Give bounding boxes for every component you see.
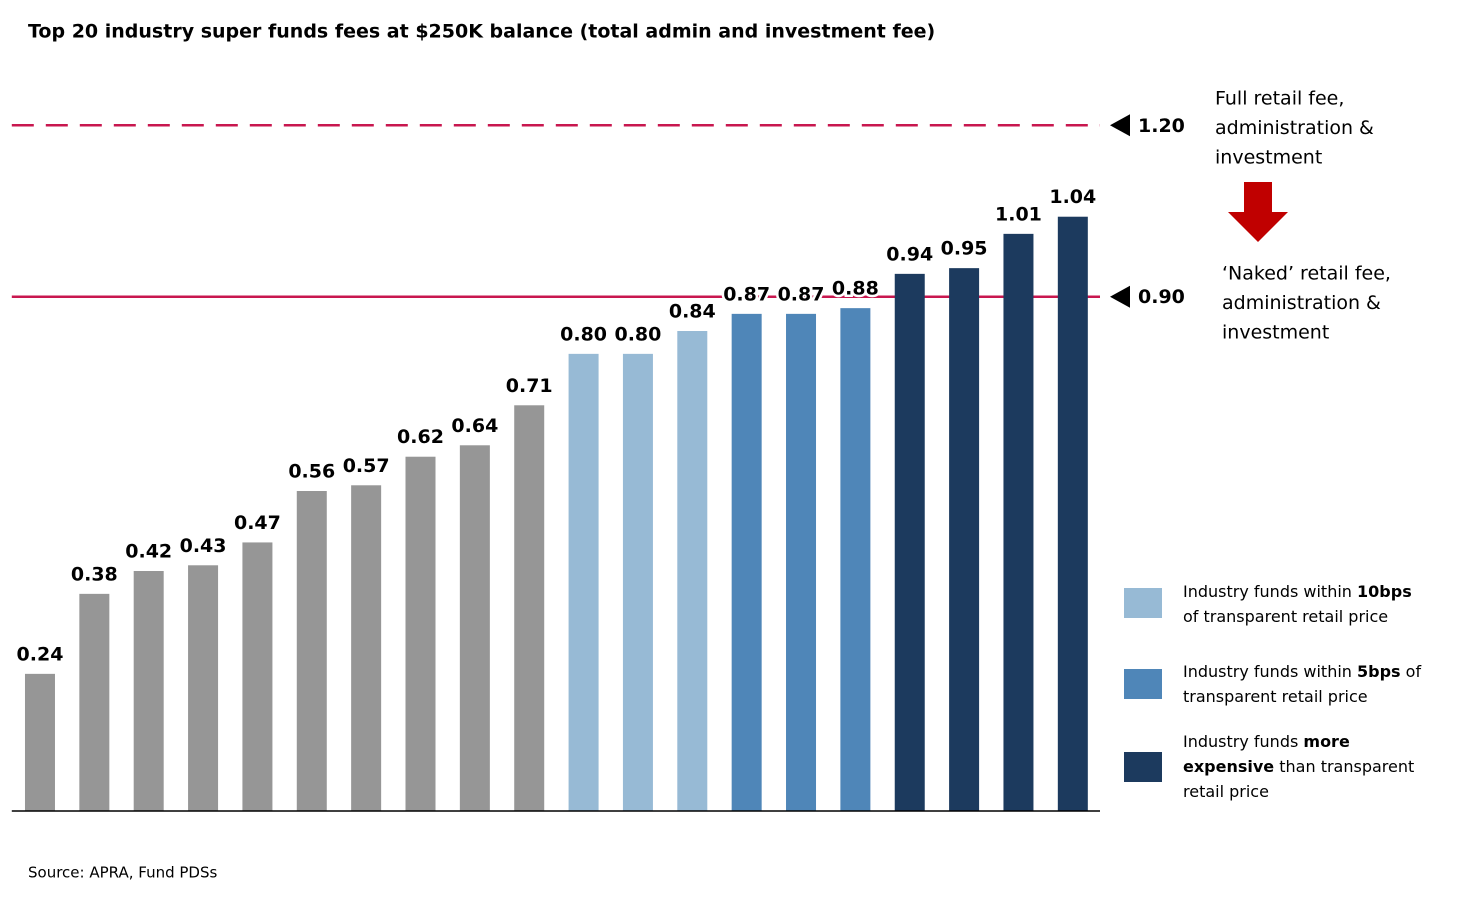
bar: [459, 445, 490, 811]
legend-text: of transparent retail price: [1183, 607, 1388, 626]
bar: [677, 331, 708, 811]
legend-text: of: [1401, 662, 1422, 681]
legend-swatch: [1124, 588, 1162, 618]
bar: [79, 593, 110, 811]
value-label: 0.87: [778, 283, 825, 305]
bar: [1003, 233, 1034, 811]
value-label: 1.01: [995, 203, 1042, 225]
bar: [1057, 216, 1088, 811]
legend-swatch: [1124, 752, 1162, 782]
legend-label: transparent retail price: [1183, 687, 1368, 706]
legend-label: Industry funds within 5bps of: [1183, 662, 1421, 681]
value-label: 0.43: [180, 535, 227, 557]
legend-text: 5bps: [1357, 662, 1401, 681]
legend-text: Industry funds: [1183, 732, 1303, 751]
value-label: 0.71: [506, 375, 553, 397]
legend-text: Industry funds within: [1183, 582, 1357, 601]
bar: [514, 405, 545, 811]
value-label: 0.94: [886, 243, 933, 265]
legend-text: transparent retail price: [1183, 687, 1368, 706]
value-label: 0.80: [614, 323, 661, 345]
value-label: 0.42: [125, 541, 172, 563]
value-label: 0.62: [397, 426, 444, 448]
legend-swatch: [1124, 669, 1162, 699]
legend-text: retail price: [1183, 782, 1269, 801]
legend-label: Industry funds within 10bps: [1183, 582, 1412, 601]
annotation: ‘Naked’ retail fee,: [1222, 263, 1391, 285]
legend-label: expensive than transparent: [1183, 757, 1414, 776]
bar: [622, 353, 653, 811]
bar: [840, 308, 871, 811]
value-label: 0.87: [723, 283, 770, 305]
bar: [133, 571, 164, 811]
bar: [894, 273, 925, 811]
chart-title: Top 20 industry super funds fees at $250…: [28, 21, 935, 43]
reference-marker: [1110, 285, 1130, 308]
value-label: 0.80: [560, 323, 607, 345]
value-label: 0.47: [234, 512, 281, 534]
value-label: 0.84: [669, 301, 716, 323]
legend-text: than transparent: [1274, 757, 1414, 776]
bar: [24, 673, 55, 811]
legend-text: more: [1303, 732, 1350, 751]
legend-text: 10bps: [1357, 582, 1412, 601]
legend-label: of transparent retail price: [1183, 607, 1388, 626]
legend-label: Industry funds more: [1183, 732, 1350, 751]
bar: [568, 353, 599, 811]
legend-text: expensive: [1183, 757, 1274, 776]
bar: [405, 456, 436, 811]
source: Source: APRA, Fund PDSs: [28, 864, 217, 882]
value-label: 0.38: [71, 563, 118, 585]
reference-label: 1.20: [1138, 115, 1185, 137]
annotation: Full retail fee,: [1215, 88, 1344, 110]
arrow: [1228, 182, 1288, 242]
bar: [731, 313, 762, 811]
bar: [188, 565, 219, 811]
value-label: 0.57: [343, 455, 390, 477]
value-label: 0.88: [832, 278, 879, 300]
bar: [786, 313, 817, 811]
value-label: 0.95: [941, 238, 988, 260]
bar: [949, 268, 980, 812]
bar: [296, 491, 327, 811]
bar: [351, 485, 382, 811]
annotation: administration &: [1215, 117, 1374, 139]
annotation: administration &: [1222, 292, 1381, 314]
reference-marker: [1110, 114, 1130, 137]
reference-label: 0.90: [1138, 286, 1185, 308]
value-label: 1.04: [1049, 186, 1096, 208]
value-label: 0.24: [17, 643, 64, 665]
value-label: 0.56: [288, 461, 335, 483]
legend-text: Industry funds within: [1183, 662, 1357, 681]
bar: [242, 542, 273, 811]
legend-label: retail price: [1183, 782, 1269, 801]
value-label: 0.64: [451, 415, 498, 437]
annotation: investment: [1222, 322, 1329, 344]
annotation: investment: [1215, 147, 1322, 169]
